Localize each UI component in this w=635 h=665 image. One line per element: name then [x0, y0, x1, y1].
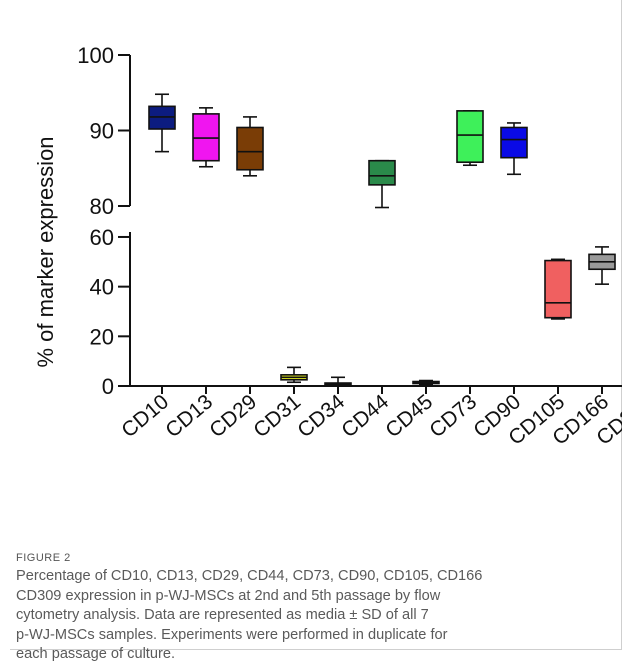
- x-tick-label: CD73: [425, 390, 481, 442]
- caption-line: CD309 expression in p-WJ-MSCs at 2nd and…: [16, 587, 441, 604]
- box-cd34: [324, 376, 352, 387]
- x-tick-label: CD45: [381, 390, 437, 442]
- x-tick-label: CD44: [337, 390, 393, 442]
- box-iqr: [236, 126, 264, 171]
- boxes: [148, 93, 616, 387]
- axes: 80 90 100 0 20 40 60: [77, 43, 622, 399]
- x-tick-label: CD31: [249, 390, 305, 442]
- box-cd166: [588, 246, 616, 285]
- x-tick-labels: CD10CD13CD29CD31CD34CD44CD45CD73CD90CD10…: [117, 390, 622, 450]
- box-cd45: [412, 379, 440, 386]
- caption-line: each passage of culture.: [16, 646, 176, 662]
- x-tick-label: CD10: [117, 390, 173, 442]
- figure-label: FIGURE 2: [16, 552, 71, 564]
- box-cd73: [456, 110, 484, 167]
- x-tick-label: CD29: [205, 390, 261, 442]
- y-tick-label: 90: [90, 119, 114, 144]
- box-iqr: [544, 259, 572, 319]
- box-cd13: [192, 107, 220, 168]
- box-cd105: [544, 258, 572, 320]
- box-iqr: [456, 110, 484, 164]
- box-iqr: [368, 159, 396, 186]
- y-tick-label: 20: [90, 324, 114, 349]
- box-cd31: [280, 366, 308, 384]
- box-cd29: [236, 116, 264, 177]
- caption-line: cytometry analysis. Data are represented…: [16, 607, 429, 623]
- x-tick-label: CD34: [293, 390, 349, 442]
- x-tick-label: CD13: [161, 390, 217, 442]
- box-cd90: [500, 122, 528, 176]
- y-tick-label: 100: [77, 43, 114, 68]
- y-tick-label: 40: [90, 275, 114, 300]
- caption-line: Percentage of CD10, CD13, CD29, CD44, CD…: [16, 568, 483, 584]
- y-axis-label: % of marker expression: [33, 136, 58, 367]
- figure-frame: [10, 0, 622, 650]
- y-tick-label: 60: [90, 225, 114, 250]
- caption-line: p-WJ-MSCs samples. Experiments were perf…: [16, 626, 448, 643]
- figure-caption: FIGURE 2 Percentage of CD10, CD13, CD29,…: [16, 552, 616, 665]
- y-tick-label: 0: [102, 374, 114, 399]
- y-tick-label: 80: [90, 194, 114, 219]
- box-cd44: [368, 159, 396, 209]
- caption-text: Percentage of CD10, CD13, CD29, CD44, CD…: [16, 567, 616, 665]
- box-iqr: [500, 126, 528, 159]
- box-cd10: [148, 93, 176, 153]
